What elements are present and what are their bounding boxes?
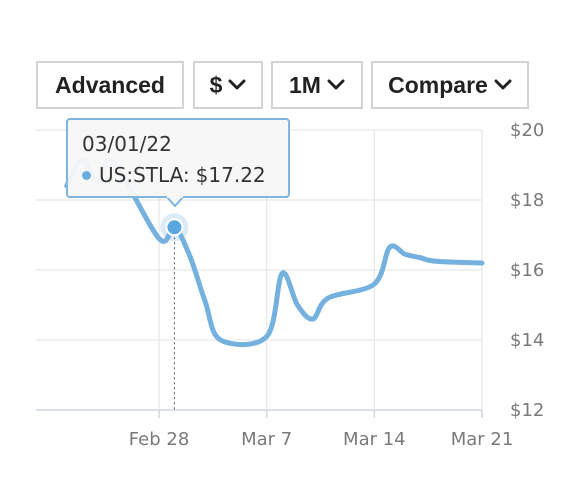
x-tick-label: Mar 21 bbox=[451, 429, 514, 450]
series-dot-icon bbox=[82, 170, 91, 180]
chart-toolbar: Advanced $ 1M Compare bbox=[0, 0, 580, 120]
highlight-point bbox=[165, 218, 184, 237]
compare-dropdown[interactable]: Compare bbox=[371, 61, 529, 109]
tooltip-series-row: US:STLA: $17.22 bbox=[82, 162, 274, 188]
advanced-button[interactable]: Advanced bbox=[36, 61, 184, 109]
x-tick-label: Mar 7 bbox=[241, 429, 292, 450]
currency-dropdown[interactable]: $ bbox=[193, 61, 263, 109]
range-dropdown[interactable]: 1M bbox=[271, 61, 363, 109]
range-label: 1M bbox=[289, 71, 321, 98]
x-tick-label: Feb 28 bbox=[129, 429, 190, 450]
x-tick-label: Mar 14 bbox=[343, 429, 406, 450]
tooltip-series-label: US:STLA: bbox=[99, 163, 190, 187]
y-tick-label: $14 bbox=[510, 330, 544, 351]
advanced-label: Advanced bbox=[55, 71, 165, 98]
tooltip-value: $17.22 bbox=[195, 163, 266, 187]
tooltip-date: 03/01/22 bbox=[82, 132, 172, 156]
y-tick-label: $16 bbox=[510, 260, 544, 281]
chevron-down-icon bbox=[327, 79, 345, 90]
y-tick-label: $18 bbox=[510, 190, 544, 211]
tooltip-pointer bbox=[166, 196, 184, 207]
chevron-down-icon bbox=[494, 79, 512, 90]
y-tick-label: $20 bbox=[510, 120, 544, 141]
chevron-down-icon bbox=[228, 79, 246, 90]
compare-label: Compare bbox=[388, 71, 488, 98]
currency-label: $ bbox=[209, 71, 223, 98]
price-tooltip: 03/01/22 US:STLA: $17.22 bbox=[66, 118, 290, 198]
y-tick-label: $12 bbox=[510, 400, 544, 421]
